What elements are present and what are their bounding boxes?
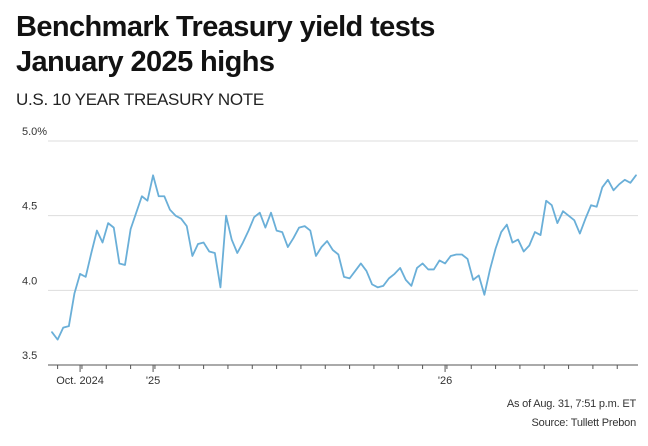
chart-title-line-2: January 2025 highs	[16, 46, 275, 78]
x-tick-label: Oct. 2024	[56, 375, 104, 387]
y-tick-label: 4.0	[22, 275, 37, 287]
source-note: Source: Tullett Prebon	[531, 417, 637, 429]
chart-title: Benchmark Treasury yield tests January 2…	[16, 10, 636, 80]
series-line-10-year-yield	[51, 174, 637, 341]
y-tick-label: 5.0%	[22, 126, 47, 138]
x-tick-label: '25	[146, 375, 160, 387]
y-tick-label: 3.5	[22, 350, 37, 362]
x-tick-label: '26	[438, 375, 452, 387]
as-of-note: As of Aug. 31, 7:51 p.m. ET	[506, 398, 636, 410]
chart-title-line-1: Benchmark Treasury yield tests	[16, 11, 435, 43]
y-tick-label: 4.5	[22, 201, 37, 213]
chart-subtitle: U.S. 10 YEAR TREASURY NOTE	[16, 90, 264, 109]
